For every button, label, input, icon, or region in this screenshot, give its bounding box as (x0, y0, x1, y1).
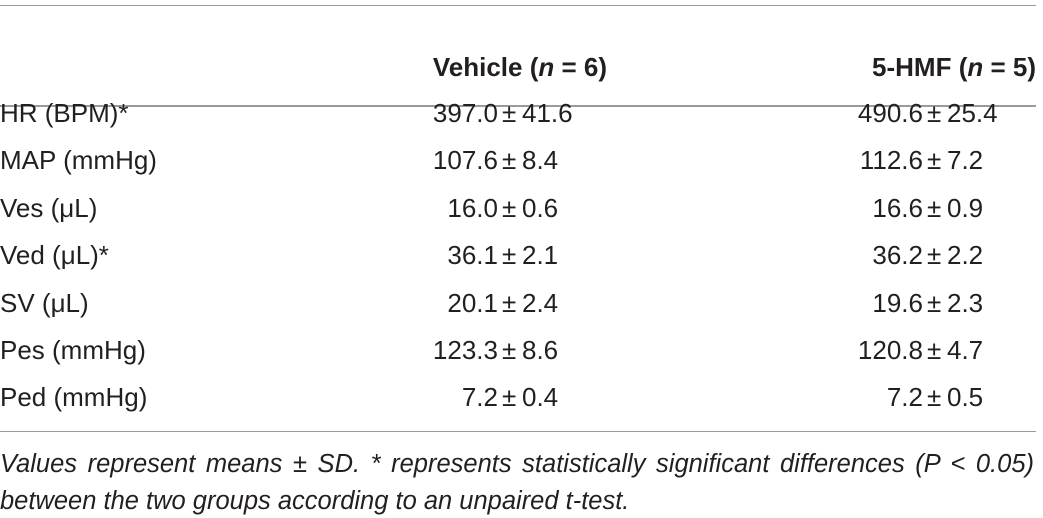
row-label: Pes (mmHg) (0, 335, 146, 365)
row-label: Ved (μL)* (0, 240, 109, 271)
mean-value: 123.3 (432, 335, 498, 365)
row-label: MAP (mmHg) (0, 145, 157, 176)
plus-minus: ± (502, 145, 517, 176)
sd-value: 8.6 (522, 335, 559, 365)
header-part: 5-HMF ( (872, 52, 968, 82)
header-rule (0, 105, 1036, 107)
header-part: = 6) (554, 52, 607, 82)
column-header: Vehicle (n = 6) (433, 52, 607, 82)
sd-value: 25.4 (947, 98, 998, 128)
row-label: Ped (mmHg) (0, 382, 148, 413)
plus-minus: ± (502, 192, 517, 223)
plus-minus: ± (927, 382, 942, 413)
sd-value: 0.4 (522, 382, 559, 413)
footnote: Values represent means ± SD. * represent… (0, 450, 1034, 515)
sd-value: 0.6 (522, 192, 559, 223)
plus-minus: ± (502, 240, 517, 271)
header-part: = 5) (983, 52, 1036, 82)
mean-value: 7.2 (886, 382, 923, 413)
mean-value: 112.6 (859, 145, 923, 176)
plus-minus: ± (502, 287, 517, 318)
plus-minus: ± (927, 145, 942, 176)
bottom-rule (0, 431, 1036, 432)
sd-value: 7.2 (947, 145, 984, 176)
mean-value: 19.6 (872, 287, 923, 318)
sd-value: 0.5 (947, 382, 984, 413)
plus-minus: ± (502, 382, 517, 413)
sd-value: 41.6 (522, 98, 573, 128)
mean-value: 20.1 (447, 287, 498, 318)
sd-value: 2.3 (947, 287, 984, 318)
sd-value: 2.2 (947, 240, 984, 271)
sd-value: 2.4 (522, 287, 559, 318)
mean-value: 120.8 (857, 335, 923, 365)
row-label: HR (BPM)* (0, 98, 129, 128)
header-part: n (967, 52, 984, 82)
sd-value: 8.4 (522, 145, 559, 176)
sd-value: 4.7 (947, 335, 984, 365)
plus-minus: ± (502, 335, 517, 365)
mean-value: 107.6 (432, 145, 498, 176)
plus-minus: ± (927, 98, 942, 128)
sd-value: 0.9 (947, 192, 984, 223)
plus-minus: ± (927, 335, 942, 365)
mean-value: 7.2 (461, 382, 498, 413)
sd-value: 2.1 (522, 240, 559, 271)
mean-value: 36.1 (447, 240, 498, 271)
plus-minus: ± (927, 192, 942, 223)
row-label: Ves (μL) (0, 192, 98, 223)
mean-value: 16.0 (447, 192, 498, 223)
plus-minus: ± (927, 240, 942, 271)
mean-value: 490.6 (857, 98, 923, 128)
plus-minus: ± (502, 98, 517, 128)
mean-value: 36.2 (872, 240, 923, 271)
row-label: SV (μL) (0, 287, 89, 318)
mean-value: 16.6 (872, 192, 923, 223)
column-header: 5-HMF (n = 5) (872, 52, 1036, 82)
header-part: n (538, 52, 555, 82)
top-rule (0, 5, 1036, 6)
header-part: Vehicle ( (432, 52, 539, 82)
plus-minus: ± (927, 287, 942, 318)
mean-value: 397.0 (432, 98, 498, 128)
